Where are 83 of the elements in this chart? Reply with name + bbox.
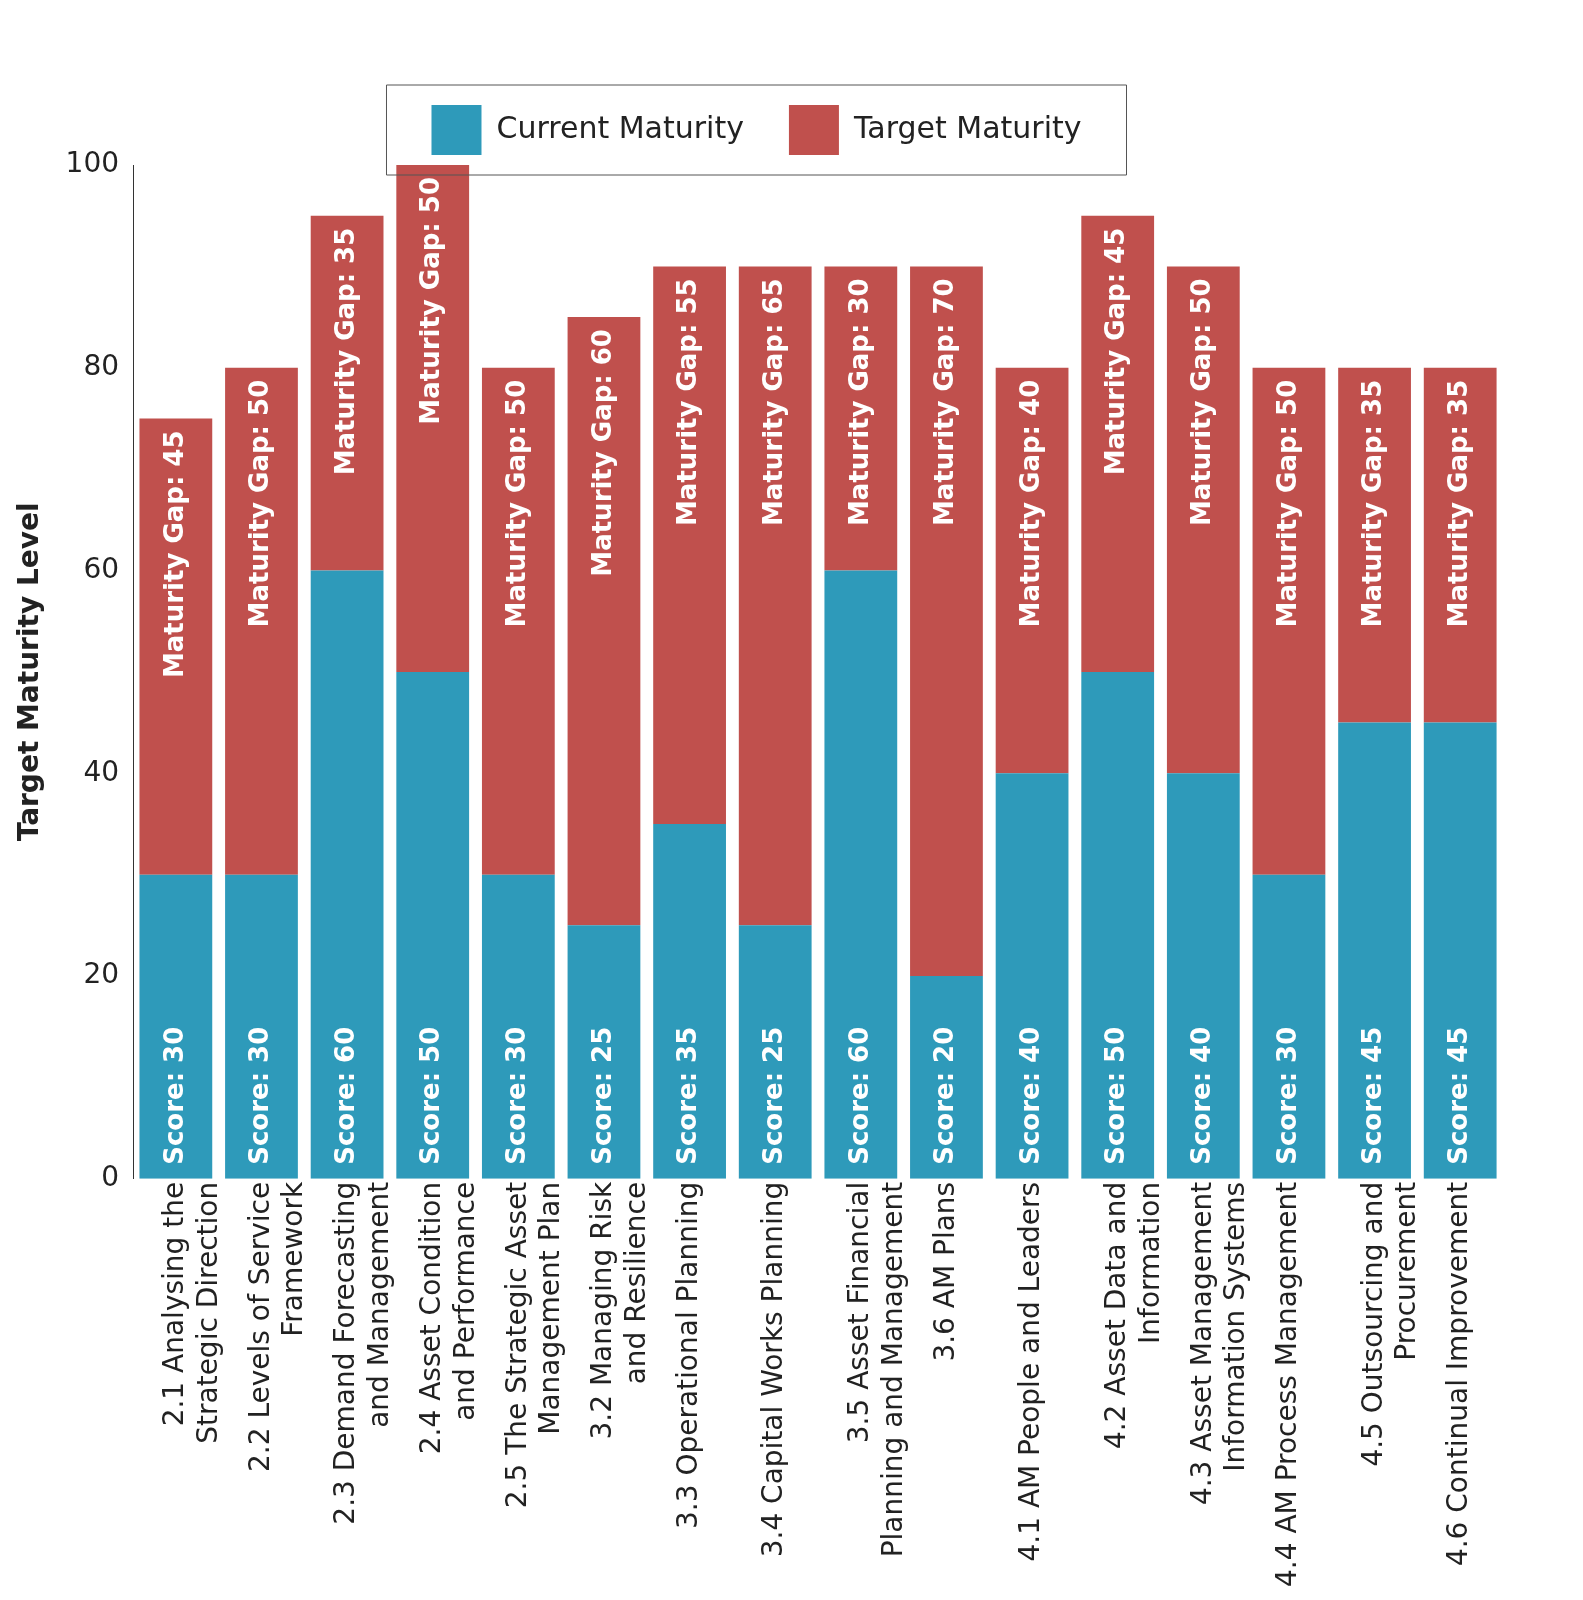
x-tick-label: 3.3 Operational Planning xyxy=(670,1181,704,1530)
data-label: Score: 30 xyxy=(158,1026,189,1165)
bar xyxy=(139,418,213,875)
bar xyxy=(396,165,470,672)
data-label: Maturity Gap: 45 xyxy=(158,430,189,679)
data-label: Score: 30 xyxy=(244,1026,275,1165)
x-tick-label: 3.4 Capital Works Planning xyxy=(756,1181,790,1558)
data-label: Score: 40 xyxy=(1014,1026,1045,1165)
x-tick-label: 4.5 Outsourcing and Procurement xyxy=(1355,1181,1423,1467)
data-label: Score: 60 xyxy=(843,1026,874,1165)
bar xyxy=(1338,367,1411,723)
bar xyxy=(481,874,555,1179)
data-label: Score: 50 xyxy=(1100,1026,1131,1165)
x-tick-label: 2.3 Demand Forecasting and Management xyxy=(328,1181,395,1525)
bar xyxy=(1166,773,1240,1179)
bar xyxy=(139,874,213,1179)
bar xyxy=(824,570,898,1179)
bar xyxy=(1081,215,1155,672)
data-label: Score: 50 xyxy=(415,1026,446,1165)
bar xyxy=(225,367,298,875)
x-tick-label: 3.6 AM Plans xyxy=(927,1181,961,1362)
x-tick-label: 4.3 Asset Management Information Systems xyxy=(1184,1181,1252,1506)
bar xyxy=(1166,266,1240,774)
data-label: Score: 25 xyxy=(586,1026,617,1165)
bar xyxy=(910,976,983,1179)
y-tick-label: 100 xyxy=(65,146,120,180)
data-label: Maturity Gap: 45 xyxy=(1100,227,1131,476)
legend-label: Current Maturity xyxy=(496,109,744,145)
data-label: Score: 30 xyxy=(501,1026,532,1165)
bar xyxy=(1252,874,1326,1179)
data-label: Maturity Gap: 50 xyxy=(415,177,446,425)
data-label: Maturity Gap: 70 xyxy=(929,278,960,527)
bar xyxy=(1081,671,1155,1179)
data-label: Score: 20 xyxy=(929,1026,960,1165)
data-label: Maturity Gap: 50 xyxy=(1271,379,1302,628)
x-tick-label: 2.2 Levels of Service Framework xyxy=(242,1181,310,1472)
bar xyxy=(995,773,1069,1179)
y-tick-label: 60 xyxy=(83,551,120,585)
data-label: Score: 30 xyxy=(1271,1026,1302,1165)
bar xyxy=(310,570,384,1179)
bar xyxy=(910,266,983,977)
data-label: Maturity Gap: 55 xyxy=(672,278,703,527)
data-label: Maturity Gap: 35 xyxy=(329,227,360,476)
x-tick-label: 4.1 AM People and Leaders xyxy=(1013,1181,1047,1562)
legend-label: Target Maturity xyxy=(852,109,1082,145)
bar xyxy=(567,317,641,926)
y-tick-label: 40 xyxy=(83,754,120,788)
x-tick-label: 4.2 Asset Data and Information xyxy=(1098,1181,1166,1450)
data-label: Score: 35 xyxy=(672,1026,703,1165)
bar xyxy=(225,874,298,1179)
bar xyxy=(481,367,555,875)
bar xyxy=(567,925,641,1179)
bar xyxy=(995,367,1069,774)
y-axis-title: Target Maturity Level xyxy=(12,502,46,842)
data-label: Maturity Gap: 35 xyxy=(1357,379,1388,628)
data-label: Maturity Gap: 35 xyxy=(1442,379,1473,628)
bar xyxy=(653,266,726,824)
bar xyxy=(653,823,726,1179)
bar xyxy=(1423,367,1497,723)
data-label: Score: 60 xyxy=(329,1026,360,1165)
x-tick-label: 4.4 AM Process Management xyxy=(1270,1181,1304,1588)
bar xyxy=(738,925,812,1179)
data-label: Maturity Gap: 50 xyxy=(501,379,532,628)
data-label: Score: 45 xyxy=(1357,1026,1388,1165)
bar xyxy=(1252,367,1326,875)
bar xyxy=(738,266,812,926)
data-label: Maturity Gap: 50 xyxy=(1186,278,1217,527)
x-tick-label: 2.1 Analysing the Strategic Direction xyxy=(157,1181,224,1444)
data-label: Maturity Gap: 50 xyxy=(244,379,275,628)
data-label: Maturity Gap: 60 xyxy=(586,329,617,577)
data-label: Maturity Gap: 30 xyxy=(843,278,874,527)
bar xyxy=(396,671,470,1179)
x-tick-label: 4.6 Continual Improvement xyxy=(1441,1181,1475,1567)
bar xyxy=(1423,722,1497,1179)
data-label: Maturity Gap: 65 xyxy=(757,278,788,527)
data-label: Score: 25 xyxy=(757,1026,788,1165)
data-label: Score: 40 xyxy=(1186,1026,1217,1165)
bar xyxy=(1338,722,1411,1179)
y-tick-label: 20 xyxy=(83,957,120,991)
y-tick-label: 80 xyxy=(83,349,120,383)
y-tick-label: 0 xyxy=(101,1160,120,1194)
data-label: Score: 45 xyxy=(1442,1026,1473,1165)
data-label: Maturity Gap: 40 xyxy=(1014,379,1045,628)
